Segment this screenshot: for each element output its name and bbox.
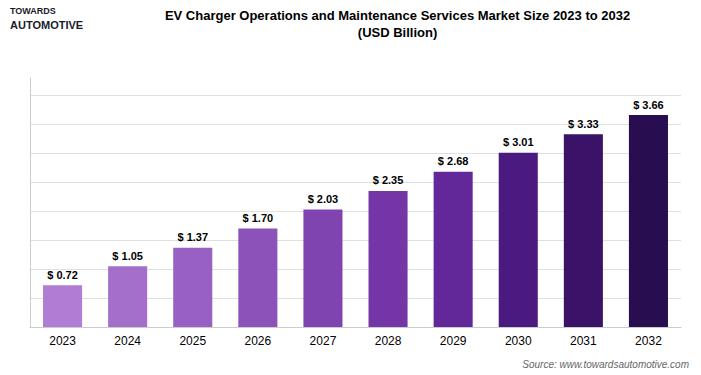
- svg-text:2023: 2023: [49, 334, 76, 348]
- svg-text:$ 1.70: $ 1.70: [243, 212, 274, 224]
- svg-text:TOWARDS: TOWARDS: [10, 6, 56, 16]
- svg-text:2028: 2028: [375, 334, 402, 348]
- svg-text:2027: 2027: [310, 334, 337, 348]
- svg-text:(USD Billion): (USD Billion): [358, 25, 437, 40]
- svg-text:$ 1.05: $ 1.05: [112, 250, 143, 262]
- svg-text:$ 3.66: $ 3.66: [633, 99, 664, 111]
- svg-text:$ 0.72: $ 0.72: [47, 269, 78, 281]
- svg-text:$ 1.37: $ 1.37: [177, 231, 208, 243]
- svg-text:2032: 2032: [635, 334, 662, 348]
- svg-text:2031: 2031: [570, 334, 597, 348]
- svg-text:2025: 2025: [179, 334, 206, 348]
- svg-text:$ 2.35: $ 2.35: [373, 174, 404, 186]
- svg-text:$ 2.68: $ 2.68: [438, 155, 469, 167]
- svg-text:2026: 2026: [244, 334, 271, 348]
- svg-text:Source: www.towardsautomotive.: Source: www.towardsautomotive.com: [522, 359, 689, 370]
- svg-text:$ 2.03: $ 2.03: [308, 193, 339, 205]
- svg-text:2030: 2030: [505, 334, 532, 348]
- svg-text:$ 3.33: $ 3.33: [568, 118, 599, 130]
- svg-text:2024: 2024: [114, 334, 141, 348]
- svg-text:$ 3.01: $ 3.01: [503, 136, 534, 148]
- svg-text:2029: 2029: [440, 334, 467, 348]
- svg-text:EV Charger Operations and Main: EV Charger Operations and Maintenance Se…: [165, 8, 630, 23]
- svg-text:AUTOMOTIVE: AUTOMOTIVE: [10, 19, 83, 31]
